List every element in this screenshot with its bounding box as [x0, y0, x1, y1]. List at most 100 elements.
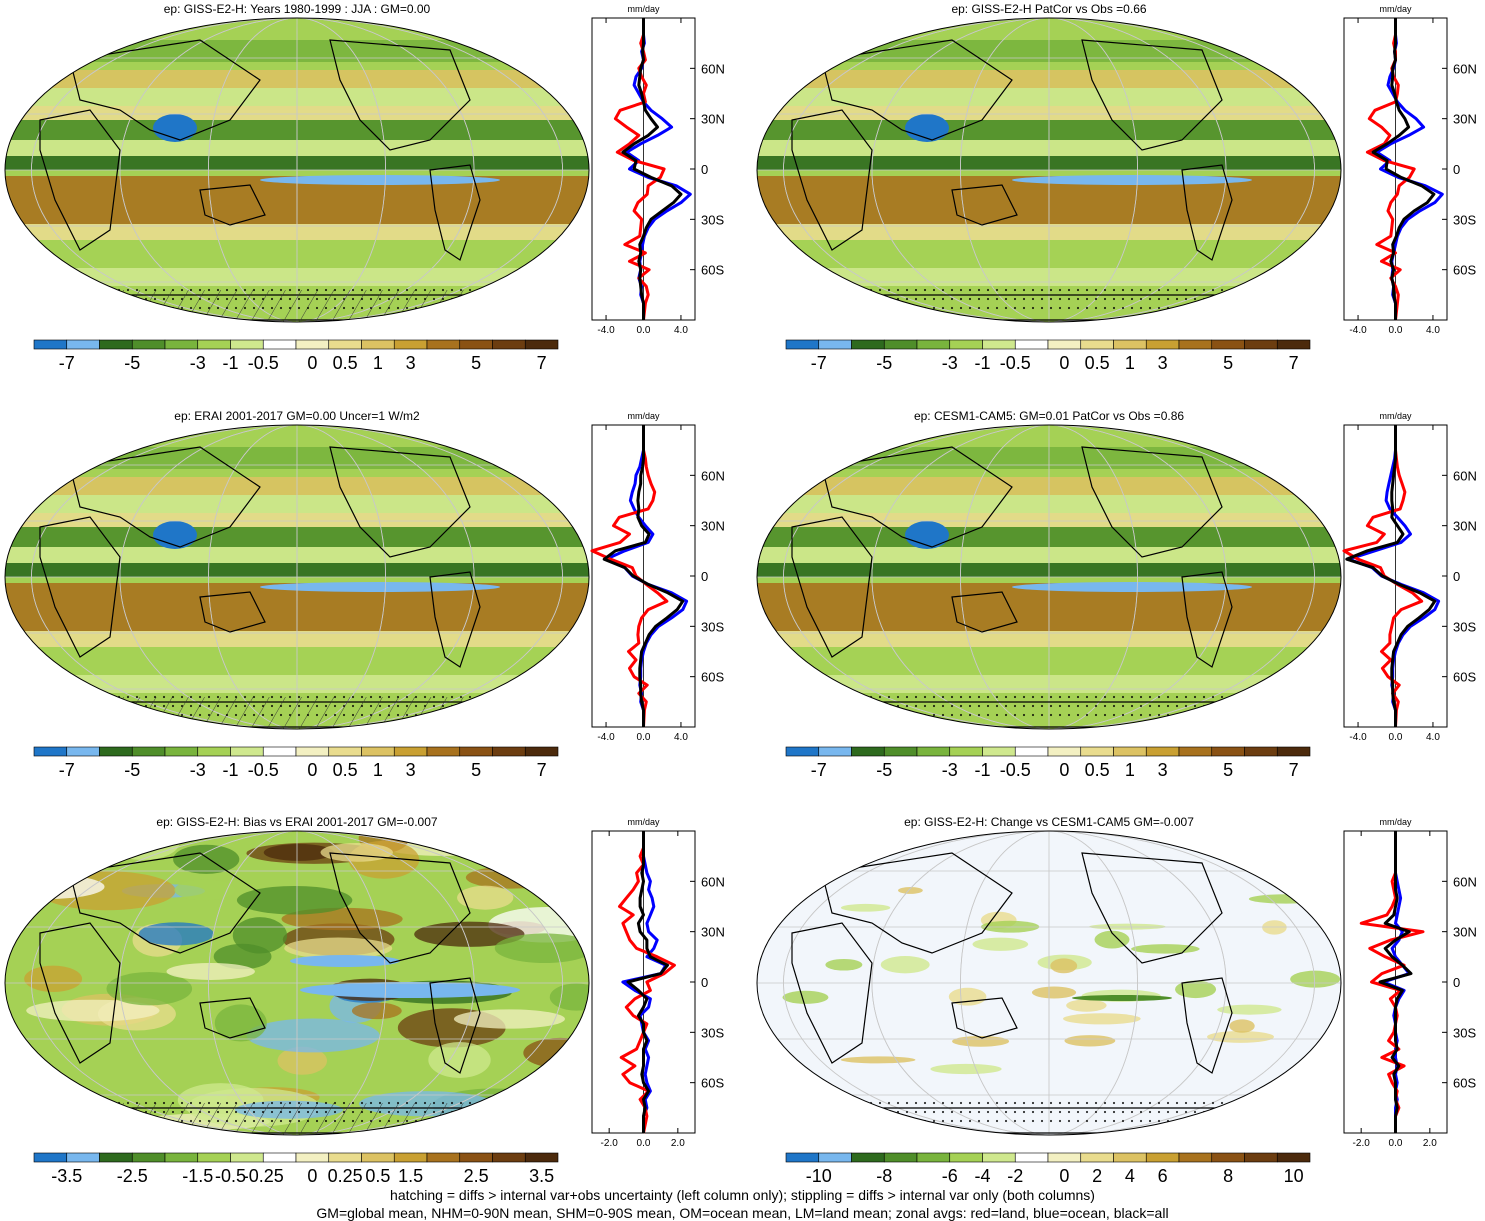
bias-blob: [232, 917, 288, 954]
colorbar-label: -8: [876, 1166, 892, 1186]
lat-band: [5, 156, 589, 170]
colorbar-label: -1.5: [182, 1166, 213, 1186]
colorbar-label: -3: [190, 353, 206, 373]
bias-strip: [300, 982, 520, 998]
zonal-x-tick-label: -2.0: [1353, 1138, 1371, 1149]
map-border: [756, 17, 1342, 323]
colorbar-swatch: [33, 1152, 68, 1163]
change-blob: [1248, 894, 1324, 904]
coastline: [39, 922, 121, 1064]
colorbar-swatch: [164, 746, 199, 757]
colorbar-swatch: [1047, 1152, 1082, 1163]
colorbar-label: 3: [1158, 353, 1168, 373]
lat-band: [757, 513, 1341, 527]
colorbar-swatch: [66, 1152, 100, 1163]
graticule-lon: [119, 425, 475, 729]
colorbar-label: -7: [59, 353, 75, 373]
zonal-units: mm/day: [1379, 411, 1412, 421]
colorbar-swatch: [1014, 746, 1049, 757]
lat-tick-label: 60N: [1453, 874, 1477, 889]
bias-blob: [549, 983, 589, 1011]
colorbar-swatch: [230, 746, 264, 757]
colorbar-swatch: [131, 746, 166, 757]
graticule-lon: [31, 831, 563, 1135]
graticule-lon: [208, 18, 386, 322]
zonal-x-tick-label: -4.0: [1349, 325, 1367, 336]
zonal-x-tick-label: -4.0: [597, 325, 615, 336]
lat-band: [757, 547, 1341, 563]
stippling-region: [852, 1098, 1252, 1123]
coastline: [199, 997, 266, 1039]
panel-title: ep: ERAI 2001-2017 GM=0.00 Uncer=1 W/m2: [174, 409, 420, 423]
colorbar-swatch: [33, 746, 68, 757]
change-blob: [1262, 920, 1287, 935]
colorbar-swatch: [524, 746, 559, 757]
colorbar-swatch: [328, 746, 362, 757]
lat-band: [5, 140, 589, 156]
colorbar-label: 2: [1092, 1166, 1102, 1186]
graticule-lon: [783, 831, 1315, 1135]
coastline: [429, 977, 481, 1074]
lat-tick-label: 30S: [1453, 212, 1476, 227]
colorbar-label: -3: [942, 353, 958, 373]
colorbar-label: -1: [222, 353, 238, 373]
panel-title: ep: CESM1-CAM5: GM=0.01 PatCor vs Obs =0…: [914, 409, 1184, 423]
zonal-line-all: [1345, 425, 1437, 727]
lat-band: [757, 495, 1341, 513]
bias-blob: [453, 1009, 565, 1029]
zonal-x-tick-label: 4.0: [674, 325, 688, 336]
colorbar-swatch: [1145, 1152, 1180, 1163]
colorbar-swatch: [164, 1152, 199, 1163]
colorbar-swatch: [1080, 339, 1114, 350]
colorbar-label: -5: [876, 760, 892, 780]
colorbar-swatch: [1113, 746, 1147, 757]
bias-blob: [5, 1103, 64, 1127]
change-blob: [1066, 999, 1107, 1012]
stippling-region: [100, 285, 500, 310]
bias-blob: [451, 845, 574, 860]
change-blob: [898, 886, 923, 894]
colorbar-swatch: [1145, 746, 1180, 757]
colorbar-swatch: [197, 1152, 231, 1163]
bias-strip-north: [290, 955, 400, 967]
lat-tick-label: 60N: [1453, 468, 1477, 483]
colorbar-swatch: [197, 746, 231, 757]
colorbar-swatch: [1244, 339, 1278, 350]
colorbar-label: -2: [1007, 1166, 1023, 1186]
colorbar-swatch: [262, 339, 297, 350]
colorbar-label: -4: [974, 1166, 990, 1186]
zonal-units: mm/day: [1379, 817, 1412, 827]
bias-blob: [166, 963, 255, 980]
change-blob: [930, 1063, 1002, 1075]
coastline: [821, 852, 1013, 954]
panel-1: ep: GISS-E2-H: Years 1980-1999 : JJA : G…: [4, 2, 725, 373]
colorbar-swatch: [262, 746, 297, 757]
zonal-panel: mm/day 60N 30N 0 30S 60S -4.0 0.0 4.0: [1343, 4, 1477, 336]
colorbar-swatch: [295, 1152, 330, 1163]
coastline: [69, 446, 261, 548]
colorbar-swatch: [361, 746, 395, 757]
colorbar-label: 0.5: [333, 353, 358, 373]
colorbar-label: -0.5: [1000, 353, 1031, 373]
footer-note-hatching: hatching = diffs > internal var+obs unce…: [390, 1187, 1095, 1203]
itcz-strip: [1012, 175, 1252, 185]
change-blob: [1175, 980, 1217, 999]
colorbar-label: 7: [537, 353, 547, 373]
zonal-x-tick-label: -4.0: [597, 732, 615, 743]
lat-tick-label: 0: [1453, 569, 1460, 584]
lat-tick-label: 60S: [701, 263, 724, 278]
lat-band: [5, 447, 589, 469]
bias-blob: [428, 1042, 491, 1078]
colorbar-swatch: [1211, 339, 1245, 350]
lat-band: [757, 120, 1341, 140]
colorbar-swatch: [66, 339, 100, 350]
colorbar-swatch: [818, 339, 852, 350]
colorbar-swatch: [1276, 746, 1311, 757]
colorbar-label: 0: [1059, 353, 1069, 373]
colorbar-swatch: [1113, 339, 1147, 350]
panel-2: ep: GISS-E2-H PatCor vs Obs =0.66-7 -5 -3-…: [756, 2, 1477, 373]
itcz-strip: [260, 582, 500, 592]
colorbar-swatch: [131, 339, 166, 350]
lat-band: [5, 631, 589, 647]
lat-band: [757, 88, 1341, 106]
